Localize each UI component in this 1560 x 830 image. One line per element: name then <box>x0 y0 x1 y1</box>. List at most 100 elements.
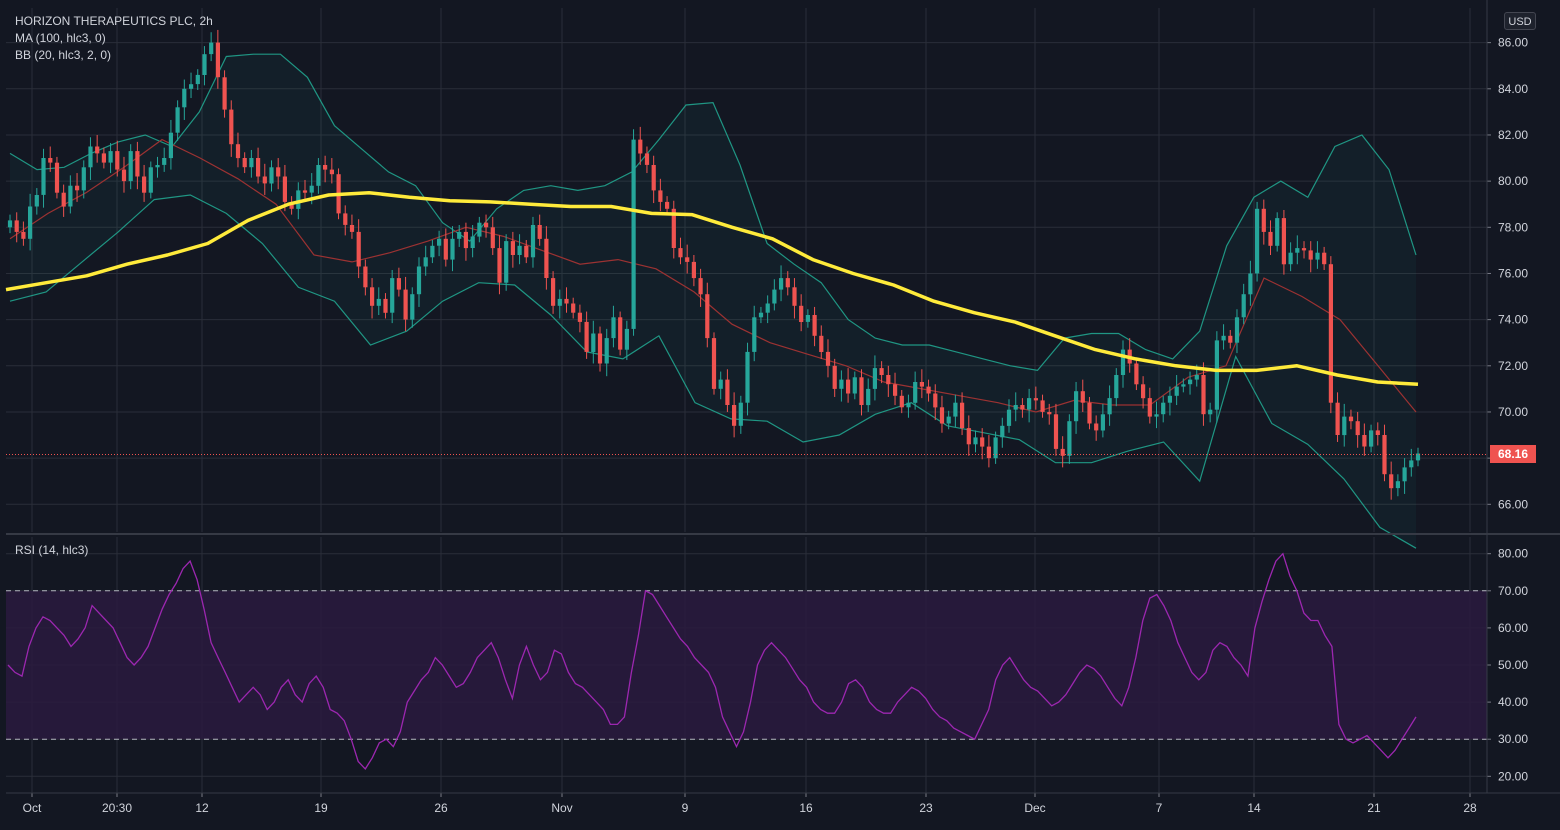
candle[interactable] <box>282 164 287 212</box>
price-pane[interactable]: 86.00 84.00 82.00 80.00 78.00 76.00 74.00 72.00… <box>5 8 1528 549</box>
candle[interactable] <box>618 311 623 356</box>
candle[interactable] <box>913 371 918 410</box>
candle[interactable] <box>484 214 489 238</box>
candle[interactable] <box>175 100 180 141</box>
candle[interactable] <box>1013 392 1018 422</box>
candle[interactable] <box>75 173 80 202</box>
candle[interactable] <box>477 216 482 243</box>
candle[interactable] <box>1248 260 1253 306</box>
candle[interactable] <box>946 410 951 430</box>
candle[interactable] <box>966 415 971 456</box>
candle[interactable] <box>1120 340 1126 388</box>
candle[interactable] <box>665 196 670 215</box>
candle[interactable] <box>933 384 938 421</box>
candle[interactable] <box>906 394 911 418</box>
candle[interactable] <box>678 237 683 265</box>
candle[interactable] <box>101 147 106 169</box>
candle[interactable] <box>242 152 247 174</box>
candle[interactable] <box>866 378 871 412</box>
candle[interactable] <box>1147 387 1152 424</box>
candle[interactable] <box>953 394 958 427</box>
candle[interactable] <box>423 245 428 276</box>
candle[interactable] <box>765 295 770 324</box>
candle[interactable] <box>1107 385 1112 426</box>
candle[interactable] <box>61 184 66 217</box>
candle[interactable] <box>276 158 281 190</box>
candle[interactable] <box>1047 403 1052 425</box>
candle[interactable] <box>812 306 817 347</box>
candle[interactable] <box>142 164 147 202</box>
candle[interactable] <box>1040 394 1045 418</box>
candle[interactable] <box>416 257 422 307</box>
candle[interactable] <box>926 379 931 402</box>
candle[interactable] <box>1027 388 1032 423</box>
candle[interactable] <box>725 369 730 412</box>
candle[interactable] <box>329 158 334 184</box>
candle[interactable] <box>557 289 562 319</box>
candle[interactable] <box>658 178 663 212</box>
candle[interactable] <box>1315 241 1320 269</box>
candle[interactable] <box>671 200 676 259</box>
candle[interactable] <box>986 435 991 468</box>
candle[interactable] <box>819 325 824 359</box>
candle[interactable] <box>34 188 39 215</box>
candle[interactable] <box>564 287 569 313</box>
candle[interactable] <box>510 231 515 268</box>
candle[interactable] <box>1268 220 1273 255</box>
candle[interactable] <box>1402 458 1407 494</box>
candle[interactable] <box>879 361 884 384</box>
candle[interactable] <box>443 228 448 267</box>
candle[interactable] <box>705 282 710 348</box>
candle[interactable] <box>1053 403 1059 456</box>
candle[interactable] <box>457 224 462 247</box>
candle[interactable] <box>470 224 475 258</box>
candle[interactable] <box>973 430 978 453</box>
candle[interactable] <box>21 221 26 246</box>
candle[interactable] <box>68 175 73 214</box>
candle[interactable] <box>1255 201 1260 282</box>
candle[interactable] <box>611 305 616 348</box>
candle[interactable] <box>1301 241 1307 259</box>
candle[interactable] <box>1348 409 1354 430</box>
candle[interactable] <box>403 276 408 332</box>
candle[interactable] <box>893 372 898 406</box>
candle[interactable] <box>1275 212 1280 252</box>
candle[interactable] <box>551 271 556 314</box>
candle[interactable] <box>1141 376 1146 409</box>
candle[interactable] <box>604 328 609 377</box>
candle[interactable] <box>128 144 133 190</box>
candle[interactable] <box>95 134 100 163</box>
rsi-pane[interactable]: 80.00 70.00 60.00 50.00 40.00 30.00 20.00 <box>6 537 1528 793</box>
candle[interactable] <box>450 226 455 272</box>
candle[interactable] <box>832 358 837 397</box>
candle[interactable] <box>1409 448 1414 477</box>
candle[interactable] <box>1415 447 1421 467</box>
candle[interactable] <box>785 271 790 296</box>
candle[interactable] <box>148 161 153 199</box>
candle[interactable] <box>544 226 549 290</box>
candle[interactable] <box>81 160 86 199</box>
candle[interactable] <box>825 339 831 378</box>
candle[interactable] <box>1006 399 1012 433</box>
candle[interactable] <box>316 158 321 194</box>
candle[interactable] <box>289 196 294 215</box>
candle[interactable] <box>651 155 656 204</box>
candle[interactable] <box>195 69 200 90</box>
candle[interactable] <box>779 265 784 302</box>
candle[interactable] <box>591 320 596 364</box>
candle[interactable] <box>1342 403 1347 447</box>
candle[interactable] <box>752 305 757 362</box>
candle[interactable] <box>256 147 261 184</box>
candle[interactable] <box>960 392 965 436</box>
candle[interactable] <box>1201 362 1206 426</box>
candle[interactable] <box>108 143 113 174</box>
candle[interactable] <box>584 311 589 359</box>
candle[interactable] <box>235 132 241 168</box>
candle[interactable] <box>155 156 160 178</box>
candle[interactable] <box>1100 403 1105 438</box>
candle[interactable] <box>222 70 227 118</box>
candle[interactable] <box>14 212 19 243</box>
candle[interactable] <box>1241 283 1246 325</box>
candle[interactable] <box>209 32 214 62</box>
